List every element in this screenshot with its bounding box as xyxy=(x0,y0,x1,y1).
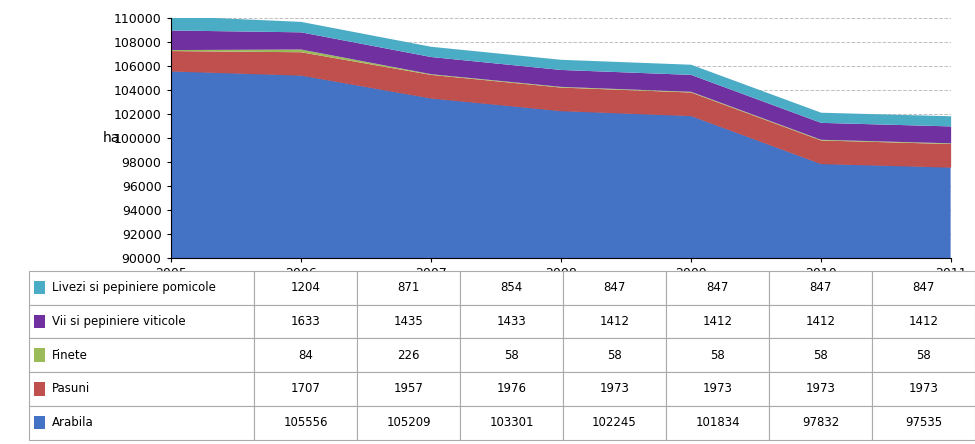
Bar xyxy=(460,406,563,440)
Text: 97832: 97832 xyxy=(801,416,839,429)
Bar xyxy=(357,338,460,372)
Bar xyxy=(460,271,563,305)
Text: 847: 847 xyxy=(809,281,832,294)
Bar xyxy=(872,372,975,406)
Text: 847: 847 xyxy=(604,281,626,294)
Text: 847: 847 xyxy=(913,281,935,294)
Text: 105556: 105556 xyxy=(283,416,328,429)
Bar xyxy=(666,406,769,440)
Bar xyxy=(254,372,357,406)
Text: 58: 58 xyxy=(607,349,622,362)
Text: 58: 58 xyxy=(504,349,519,362)
Text: 101834: 101834 xyxy=(695,416,740,429)
Bar xyxy=(34,382,45,396)
Text: 1973: 1973 xyxy=(703,382,732,396)
Text: 58: 58 xyxy=(813,349,828,362)
Bar xyxy=(563,305,666,338)
Text: 226: 226 xyxy=(397,349,419,362)
Text: Arabila: Arabila xyxy=(52,416,94,429)
Bar xyxy=(460,372,563,406)
Bar xyxy=(872,338,975,372)
Bar xyxy=(872,305,975,338)
Bar xyxy=(563,271,666,305)
Y-axis label: ha: ha xyxy=(102,131,120,145)
Text: Finete: Finete xyxy=(52,349,88,362)
Bar xyxy=(872,271,975,305)
Bar xyxy=(34,315,45,328)
Text: 854: 854 xyxy=(500,281,523,294)
Text: 1976: 1976 xyxy=(496,382,527,396)
Bar xyxy=(769,372,872,406)
Bar xyxy=(666,271,769,305)
Text: 1633: 1633 xyxy=(291,315,321,328)
Text: 84: 84 xyxy=(298,349,313,362)
Bar xyxy=(29,305,254,338)
Bar xyxy=(563,338,666,372)
Bar xyxy=(34,349,45,362)
Bar xyxy=(357,406,460,440)
Bar xyxy=(666,338,769,372)
Text: 97535: 97535 xyxy=(905,416,942,429)
Bar xyxy=(769,406,872,440)
Text: 1412: 1412 xyxy=(909,315,939,328)
Bar xyxy=(666,305,769,338)
Text: 1435: 1435 xyxy=(394,315,423,328)
Bar xyxy=(254,338,357,372)
Bar xyxy=(34,281,45,294)
Bar xyxy=(29,338,254,372)
Text: Pasuni: Pasuni xyxy=(52,382,90,396)
Text: 847: 847 xyxy=(706,281,728,294)
Bar xyxy=(460,338,563,372)
Bar xyxy=(769,338,872,372)
Text: 1707: 1707 xyxy=(291,382,321,396)
Text: 103301: 103301 xyxy=(489,416,533,429)
Bar xyxy=(254,305,357,338)
Text: 58: 58 xyxy=(916,349,931,362)
Text: 1973: 1973 xyxy=(600,382,630,396)
Text: Vii si pepiniere viticole: Vii si pepiniere viticole xyxy=(52,315,185,328)
Bar xyxy=(357,271,460,305)
Text: 58: 58 xyxy=(710,349,724,362)
Text: 102245: 102245 xyxy=(592,416,637,429)
Bar xyxy=(769,305,872,338)
Bar xyxy=(254,271,357,305)
Text: 1973: 1973 xyxy=(909,382,938,396)
Text: 1973: 1973 xyxy=(805,382,836,396)
Text: 1957: 1957 xyxy=(394,382,423,396)
Bar xyxy=(769,271,872,305)
Text: 1204: 1204 xyxy=(291,281,321,294)
Text: 1412: 1412 xyxy=(805,315,836,328)
Text: 1412: 1412 xyxy=(600,315,630,328)
Bar xyxy=(357,305,460,338)
Bar xyxy=(872,406,975,440)
Text: 1412: 1412 xyxy=(703,315,732,328)
Text: 871: 871 xyxy=(397,281,419,294)
Bar xyxy=(563,406,666,440)
Text: 105209: 105209 xyxy=(386,416,431,429)
Bar xyxy=(29,271,254,305)
Bar xyxy=(563,372,666,406)
Bar xyxy=(666,372,769,406)
Bar xyxy=(29,372,254,406)
Text: Livezi si pepiniere pomicole: Livezi si pepiniere pomicole xyxy=(52,281,215,294)
Text: 1433: 1433 xyxy=(496,315,527,328)
Bar xyxy=(460,305,563,338)
Bar xyxy=(34,416,45,429)
Bar xyxy=(254,406,357,440)
Bar xyxy=(29,406,254,440)
Bar xyxy=(357,372,460,406)
